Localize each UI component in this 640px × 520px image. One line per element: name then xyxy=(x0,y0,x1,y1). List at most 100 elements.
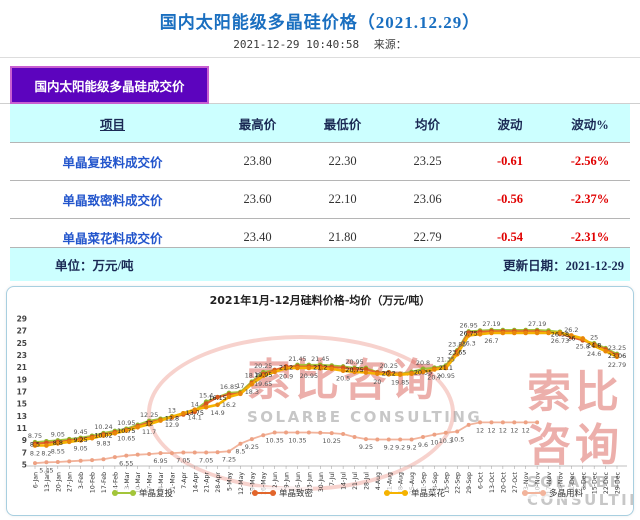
deal-price-tab[interactable]: 国内太阳能级多晶硅成交价 xyxy=(10,66,209,104)
svg-text:19.95: 19.95 xyxy=(254,371,272,379)
svg-text:7.25: 7.25 xyxy=(222,455,236,463)
row-item-name: 单晶复投料成交价 xyxy=(10,142,215,181)
svg-text:12: 12 xyxy=(487,426,495,434)
legend-label: 单晶复投 xyxy=(139,489,174,499)
svg-text:15.4: 15.4 xyxy=(199,392,213,400)
svg-text:10.35: 10.35 xyxy=(288,436,306,444)
svg-text:8.55: 8.55 xyxy=(51,447,65,455)
svg-text:14.1: 14.1 xyxy=(188,414,202,422)
column-high: 最高价 xyxy=(215,104,300,143)
svg-text:26.95: 26.95 xyxy=(459,321,477,329)
svg-text:23.85: 23.85 xyxy=(448,340,466,348)
svg-text:28-Apr: 28-Apr xyxy=(215,472,222,493)
svg-text:9.25: 9.25 xyxy=(74,436,88,444)
svg-text:21.45: 21.45 xyxy=(288,355,306,363)
svg-text:27.19: 27.19 xyxy=(482,320,500,328)
row-low: 22.10 xyxy=(300,180,385,219)
svg-text:15-Sep: 15-Sep xyxy=(443,472,450,494)
svg-text:25-Aug: 25-Aug xyxy=(409,472,416,494)
svg-text:25.8: 25.8 xyxy=(576,342,590,350)
svg-text:16-Jun: 16-Jun xyxy=(295,472,302,492)
row-item-name: 单晶致密料成交价 xyxy=(10,180,215,219)
svg-text:10.65: 10.65 xyxy=(117,435,135,443)
svg-text:8.5: 8.5 xyxy=(235,448,245,456)
svg-text:21.2: 21.2 xyxy=(279,363,293,371)
legend-item-zhimi[interactable]: 单晶致密 xyxy=(251,487,314,499)
report-datetime-line: 2021-12-29 10:40:58 来源： xyxy=(0,36,640,52)
svg-text:17-Nov: 17-Nov xyxy=(546,472,553,495)
svg-text:20.95: 20.95 xyxy=(345,358,363,366)
svg-text:14: 14 xyxy=(191,400,199,408)
svg-text:8.8: 8.8 xyxy=(53,439,63,447)
svg-text:14-Apr: 14-Apr xyxy=(192,472,199,493)
svg-text:10: 10 xyxy=(430,439,438,447)
svg-text:27-Jan: 27-Jan xyxy=(67,472,74,492)
svg-text:27: 27 xyxy=(17,327,27,336)
svg-text:18.7: 18.7 xyxy=(245,372,259,380)
svg-text:7-Apr: 7-Apr xyxy=(181,472,188,489)
row-low: 22.30 xyxy=(300,142,385,181)
svg-text:20.25: 20.25 xyxy=(254,362,272,370)
svg-text:29-Dec: 29-Dec xyxy=(615,471,622,494)
column-item[interactable]: 项目 xyxy=(10,104,215,143)
column-change: 波动 xyxy=(470,104,550,143)
svg-text:28-Jul: 28-Jul xyxy=(363,472,370,490)
svg-text:9.2: 9.2 xyxy=(407,443,417,451)
svg-text:26: 26 xyxy=(567,334,575,342)
svg-text:18.3: 18.3 xyxy=(245,388,259,396)
svg-text:20.95: 20.95 xyxy=(437,372,455,380)
legend-item-duojing[interactable]: 多晶用料 xyxy=(521,487,584,499)
chart-title: 2021年1月-12月硅料价格-均价（万元/吨） xyxy=(209,294,431,307)
svg-text:13: 13 xyxy=(168,406,176,414)
svg-text:29: 29 xyxy=(17,315,27,324)
svg-text:10.25: 10.25 xyxy=(323,437,341,445)
svg-text:16.2: 16.2 xyxy=(222,401,236,409)
svg-text:10-Nov: 10-Nov xyxy=(535,472,542,495)
table-footer-bar: 单位：万元/吨 更新日期：2021-12-29 xyxy=(10,247,630,281)
svg-text:21-Jul: 21-Jul xyxy=(352,472,359,490)
svg-text:26.7: 26.7 xyxy=(484,337,498,345)
svg-text:26.2: 26.2 xyxy=(564,326,578,334)
svg-text:14.9: 14.9 xyxy=(210,409,224,417)
legend-label: 单晶菜花 xyxy=(411,489,446,499)
svg-text:20-Jan: 20-Jan xyxy=(55,472,62,492)
svg-text:26.73: 26.73 xyxy=(551,337,569,345)
svg-text:12-May: 12-May xyxy=(238,472,245,495)
svg-text:1-Dec: 1-Dec xyxy=(569,471,576,490)
svg-text:2-Jun: 2-Jun xyxy=(272,472,279,488)
svg-text:6-Jan: 6-Jan xyxy=(33,472,40,488)
svg-text:21: 21 xyxy=(17,363,27,372)
top-divider xyxy=(0,57,640,58)
svg-text:19.65: 19.65 xyxy=(254,380,272,388)
svg-text:8-Sep: 8-Sep xyxy=(432,472,439,490)
svg-text:3-Mar: 3-Mar xyxy=(124,472,131,490)
svg-text:3-Nov: 3-Nov xyxy=(523,472,530,491)
legend-item-futou[interactable]: 单晶复投 xyxy=(111,487,174,499)
svg-text:21.45: 21.45 xyxy=(311,355,329,363)
svg-text:10.02: 10.02 xyxy=(94,431,112,439)
row-change-pct: -2.37% xyxy=(550,180,630,219)
legend-item-caihua[interactable]: 单晶菜花 xyxy=(383,487,446,499)
svg-text:10-Mar: 10-Mar xyxy=(135,472,142,494)
svg-text:17: 17 xyxy=(17,388,27,397)
svg-text:21-Apr: 21-Apr xyxy=(204,472,211,493)
svg-text:8.2: 8.2 xyxy=(30,450,40,458)
svg-text:20.9: 20.9 xyxy=(279,372,293,380)
svg-text:11-Aug: 11-Aug xyxy=(386,472,393,494)
svg-text:22-Dec: 22-Dec xyxy=(603,471,610,494)
column-low: 最低价 xyxy=(300,104,385,143)
table-row: 单晶致密料成交价 23.60 22.10 23.06 -0.56 -2.37% xyxy=(10,180,630,219)
price-chart: 2021年1月-12月硅料价格-均价（万元/吨） 索比咨询 SOLARBE CO… xyxy=(6,286,634,516)
page-title: 国内太阳能级多晶硅价格（2021.12.29） xyxy=(159,13,481,32)
svg-text:24.6: 24.6 xyxy=(587,350,601,358)
deal-price-tab-label: 国内太阳能级多晶硅成交价 xyxy=(34,79,185,94)
svg-text:17-Feb: 17-Feb xyxy=(101,472,108,493)
source-label: 来源： xyxy=(373,38,407,51)
svg-text:13-Oct: 13-Oct xyxy=(489,471,496,493)
row-change-pct: -2.56% xyxy=(550,142,630,181)
svg-text:19.85: 19.85 xyxy=(391,379,409,387)
svg-text:4-Aug: 4-Aug xyxy=(375,472,382,490)
svg-text:21.2: 21.2 xyxy=(313,363,327,371)
svg-text:29-Sep: 29-Sep xyxy=(466,472,473,494)
svg-text:9.25: 9.25 xyxy=(245,443,259,451)
